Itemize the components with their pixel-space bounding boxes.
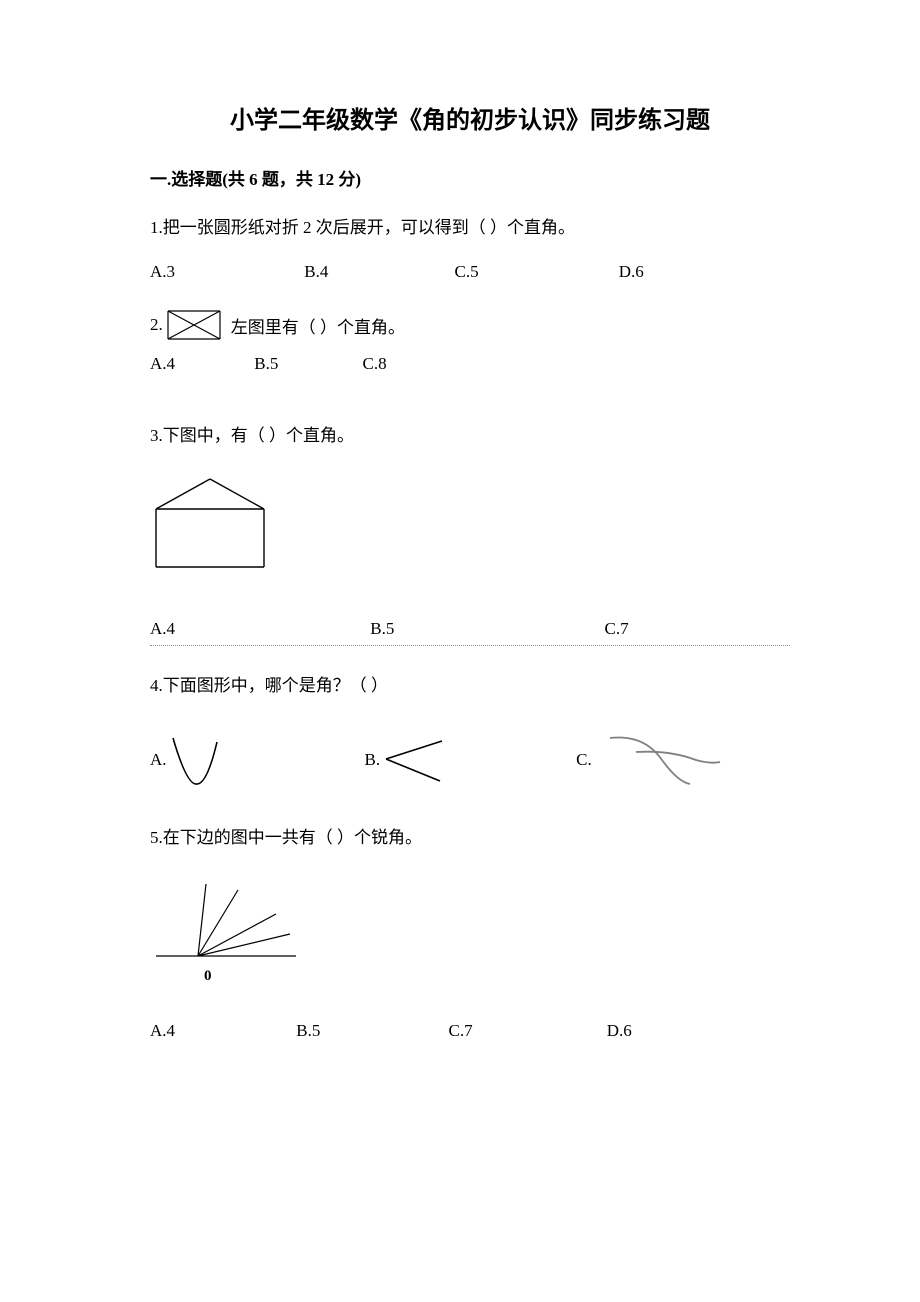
q4-figure-c-icon <box>592 732 722 788</box>
q1-opt-b: B.4 <box>304 262 450 282</box>
q3-text: 3.下图中，有（ ）个直角。 <box>150 420 790 452</box>
q5-opt-a: A.4 <box>150 1021 292 1041</box>
q4-options: A. B. C. <box>150 732 790 788</box>
q5-text: 5.在下边的图中一共有（ ）个锐角。 <box>150 822 790 854</box>
q4-opt-c: C. <box>576 732 722 788</box>
q5-origin-label: 0 <box>204 968 790 985</box>
q2-opt-a: A.4 <box>150 354 250 374</box>
q5-options: A.4 B.5 C.7 D.6 <box>150 1021 790 1041</box>
q3-options: A.4 B.5 C.7 <box>150 619 790 639</box>
q5-opt-b: B.5 <box>296 1021 444 1041</box>
q3-opt-c: C.7 <box>605 619 629 639</box>
q3-opt-a: A.4 <box>150 619 366 639</box>
q1-opt-d: D.6 <box>619 262 644 282</box>
q4-opt-a: A. <box>150 734 225 786</box>
q4-opt-a-label: A. <box>150 750 167 770</box>
q5-figure-icon <box>150 876 300 962</box>
q3-opt-b: B.5 <box>370 619 600 639</box>
q2-opt-b: B.5 <box>254 354 358 374</box>
q2-text: 左图里有（ ）个直角。 <box>231 313 405 338</box>
worksheet-page: 小学二年级数学《角的初步认识》同步练习题 一.选择题(共 6 题，共 12 分)… <box>0 0 920 1302</box>
q2-figure-icon <box>167 310 221 340</box>
q2-number: 2. <box>150 315 163 335</box>
q3-figure-icon <box>150 475 270 571</box>
dotted-divider <box>150 645 790 646</box>
q4-figure-b-icon <box>380 735 450 785</box>
q5-opt-d: D.6 <box>607 1021 632 1041</box>
q4-opt-b-label: B. <box>365 750 381 770</box>
q5-opt-c: C.7 <box>449 1021 603 1041</box>
section-header: 一.选择题(共 6 题，共 12 分) <box>150 165 790 190</box>
page-title: 小学二年级数学《角的初步认识》同步练习题 <box>150 100 790 135</box>
q2-line: 2. 左图里有（ ）个直角。 <box>150 310 790 340</box>
q3-figure-lines <box>156 479 264 567</box>
q2-options: A.4 B.5 C.8 <box>150 354 790 374</box>
q2-opt-c: C.8 <box>363 354 387 374</box>
q1-text: 1.把一张圆形纸对折 2 次后展开，可以得到（ ）个直角。 <box>150 212 790 244</box>
q4-opt-b: B. <box>365 735 451 785</box>
q2-figure-lines <box>168 311 220 339</box>
q1-opt-a: A.3 <box>150 262 300 282</box>
q1-options: A.3 B.4 C.5 D.6 <box>150 262 790 282</box>
q4-figure-a-icon <box>167 734 225 786</box>
q1-opt-c: C.5 <box>455 262 615 282</box>
q4-text: 4.下面图形中，哪个是角？（ ） <box>150 670 790 702</box>
q4-opt-c-label: C. <box>576 750 592 770</box>
